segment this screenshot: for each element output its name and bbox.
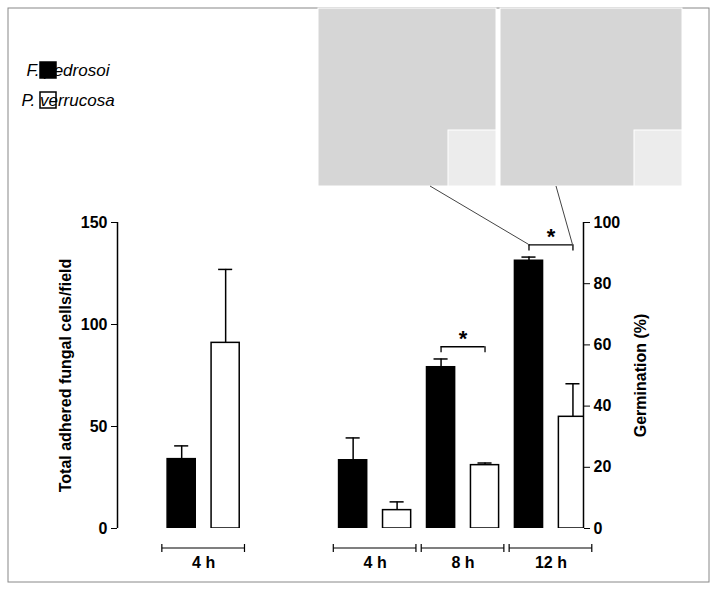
svg-text:P. verrucosa: P. verrucosa (21, 91, 114, 110)
svg-text:12 h: 12 h (535, 554, 567, 571)
svg-text:100: 100 (81, 316, 108, 333)
svg-text:Total adhered fungal cells/fie: Total adhered fungal cells/field (57, 259, 74, 493)
svg-text:40: 40 (594, 397, 612, 414)
svg-text:150: 150 (81, 214, 108, 231)
svg-text:80: 80 (594, 275, 612, 292)
svg-text:*: * (547, 224, 556, 249)
svg-text:8 h: 8 h (451, 554, 474, 571)
svg-text:60: 60 (594, 336, 612, 353)
svg-text:0: 0 (594, 520, 603, 537)
svg-text:0: 0 (99, 520, 108, 537)
svg-text:*: * (459, 326, 468, 351)
svg-text:Germination (%): Germination (%) (632, 314, 649, 438)
svg-text:4 h: 4 h (192, 554, 215, 571)
svg-text:20: 20 (594, 458, 612, 475)
svg-text:4 h: 4 h (364, 554, 387, 571)
svg-text:50: 50 (90, 418, 108, 435)
svg-text:100: 100 (594, 214, 621, 231)
svg-text:F. pedrosoi: F. pedrosoi (27, 61, 111, 80)
